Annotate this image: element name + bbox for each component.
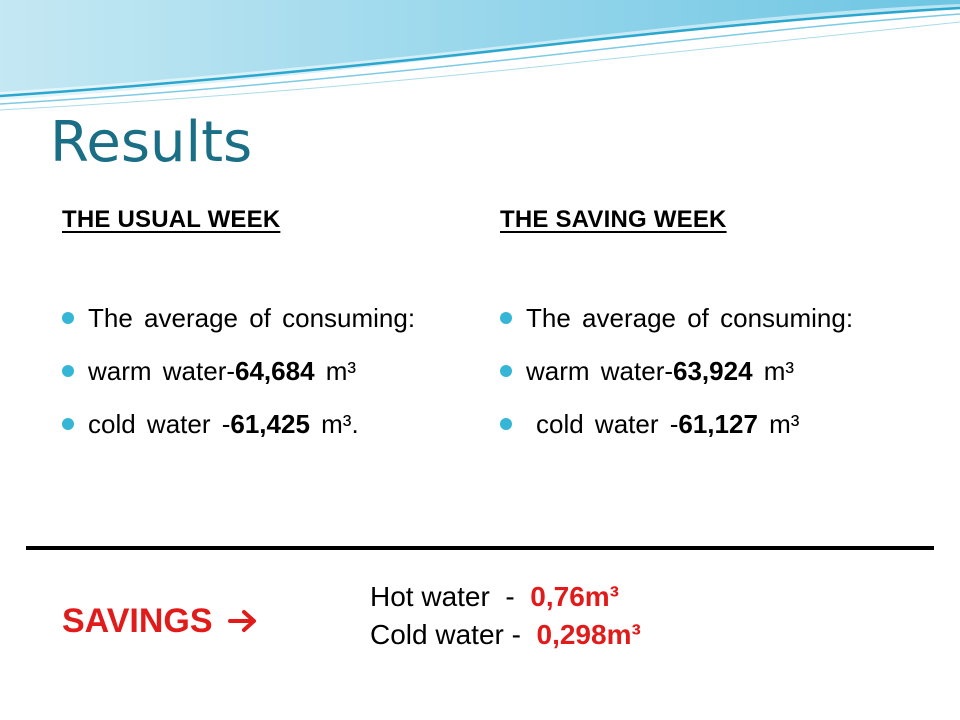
list-item: The average of consuming: bbox=[62, 298, 462, 338]
list-item: warm water-63,924 m³ bbox=[500, 351, 900, 391]
divider bbox=[26, 546, 934, 550]
bullet-icon bbox=[500, 365, 512, 377]
saving-week-heading: THE SAVING WEEK bbox=[500, 206, 727, 233]
hot-water-amount: 0,76m³ bbox=[530, 581, 619, 612]
hot-water-label: Hot water - bbox=[370, 581, 531, 612]
cold-water-amount: 0,298m³ bbox=[536, 619, 641, 650]
savings-list: Hot water - 0,76m³ Cold water - 0,298m³ bbox=[370, 578, 641, 654]
cold-water-savings: Cold water - 0,298m³ bbox=[370, 616, 641, 654]
average-label: The average of consuming: bbox=[88, 303, 416, 333]
list-item: cold water -61,127 m³ bbox=[500, 404, 900, 444]
bullet-icon bbox=[62, 418, 74, 430]
bullet-icon bbox=[500, 418, 512, 430]
average-label: The average of consuming: bbox=[526, 303, 854, 333]
cold-water-value: 61,425 bbox=[230, 409, 310, 439]
hot-water-savings: Hot water - 0,76m³ bbox=[370, 578, 641, 616]
cold-water-label: cold water - bbox=[88, 409, 231, 439]
savings-label: SAVINGS bbox=[62, 602, 258, 641]
warm-water-unit: m³ bbox=[752, 356, 795, 386]
usual-week-column: THE USUAL WEEK The average of consuming:… bbox=[62, 206, 462, 457]
list-item: The average of consuming: bbox=[500, 298, 900, 338]
warm-water-label: warm water- bbox=[88, 356, 236, 386]
list-item: cold water -61,425 m³. bbox=[62, 404, 462, 444]
savings-text: SAVINGS bbox=[62, 602, 213, 640]
cold-water-unit: m³. bbox=[309, 409, 359, 439]
right-arrow-icon bbox=[227, 610, 256, 632]
bullet-icon bbox=[62, 312, 74, 324]
header-wave-decoration bbox=[0, 0, 960, 111]
cold-water-unit: m³ bbox=[757, 409, 800, 439]
cold-water-value: 61,127 bbox=[678, 409, 758, 439]
bullet-icon bbox=[500, 312, 512, 324]
usual-week-heading: THE USUAL WEEK bbox=[62, 206, 281, 233]
list-item: warm water-64,684 m³ bbox=[62, 351, 462, 391]
slide-title: Results bbox=[50, 110, 253, 175]
cold-water-label: Cold water - bbox=[370, 619, 537, 650]
bullet-icon bbox=[62, 365, 74, 377]
saving-week-list: The average of consuming: warm water-63,… bbox=[500, 298, 900, 444]
warm-water-value: 64,684 bbox=[235, 356, 315, 386]
saving-week-column: THE SAVING WEEK The average of consuming… bbox=[500, 206, 900, 457]
warm-water-label: warm water- bbox=[526, 356, 674, 386]
warm-water-value: 63,924 bbox=[673, 356, 753, 386]
warm-water-unit: m³ bbox=[314, 356, 357, 386]
usual-week-list: The average of consuming: warm water-64,… bbox=[62, 298, 462, 444]
cold-water-label: cold water - bbox=[536, 409, 679, 439]
